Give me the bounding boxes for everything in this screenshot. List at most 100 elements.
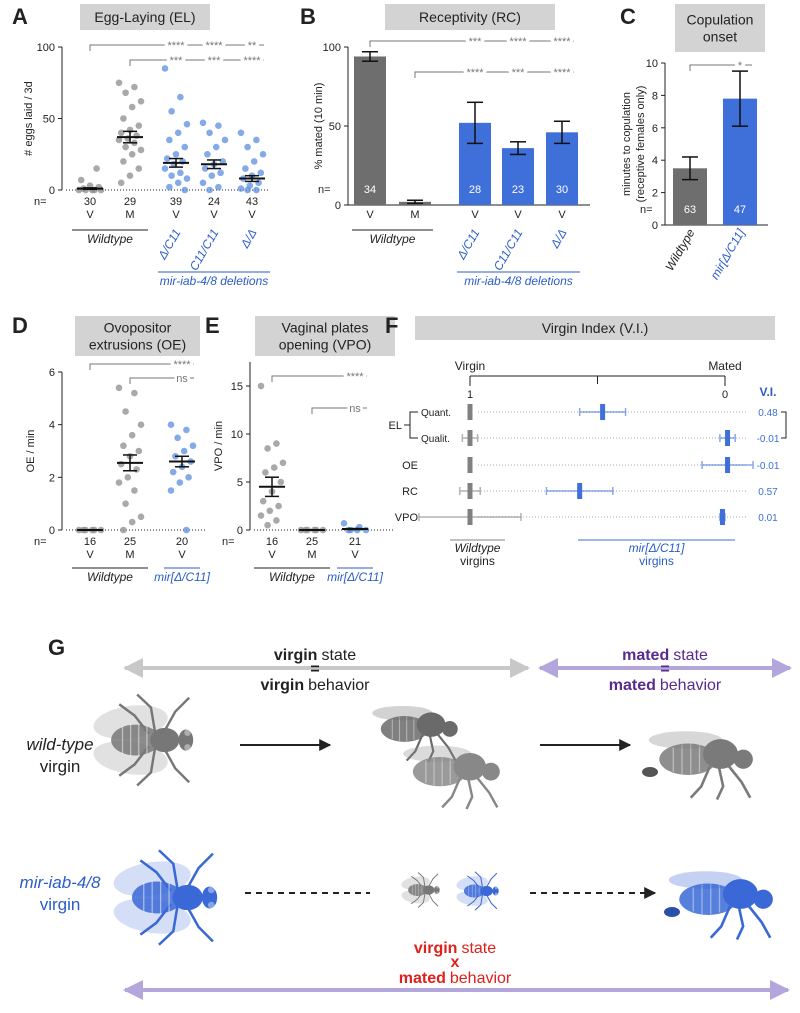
n-value: 34: [364, 184, 376, 196]
group-label: Wildtype: [269, 570, 315, 584]
row-label: Qualit.: [421, 434, 450, 445]
error-bar: [407, 199, 423, 205]
significance-label: ****: [243, 55, 261, 67]
header-behavior: mated behavior: [609, 677, 722, 694]
data-point: [174, 129, 182, 137]
value-label: 0.01: [758, 513, 778, 524]
data-point: [181, 186, 189, 194]
significance-label: **: [248, 40, 257, 52]
data-point: [120, 442, 127, 450]
value-bracket: [781, 411, 787, 439]
data-point: [131, 487, 138, 494]
panel-letter: B: [300, 4, 316, 29]
panel-g: G virgin state = virgin behavior mated stat…: [20, 635, 792, 1000]
title-box: [75, 316, 200, 356]
data-point: [259, 150, 267, 158]
n-value: 24: [208, 196, 220, 208]
group-bracket: [404, 411, 418, 439]
data-point: [257, 512, 265, 519]
data-point: [115, 136, 123, 144]
data-point: [137, 513, 145, 521]
value-label: 0.48: [758, 408, 778, 419]
error-bar: [732, 70, 748, 127]
data-point: [199, 119, 207, 127]
data-point: [181, 143, 189, 151]
value-header: V.I.: [760, 385, 777, 399]
error-bar: [362, 50, 378, 62]
state-label: M: [125, 549, 134, 561]
y-tick-label: 0: [49, 525, 55, 537]
y-tick-label: 100: [323, 42, 341, 54]
y-tick-label: 0: [652, 220, 658, 232]
behavior-word: virgin: [261, 677, 305, 694]
behavior-word: mated: [609, 677, 656, 694]
significance-bracket: [414, 71, 574, 78]
panel-title: onset: [703, 29, 737, 45]
x-tick-label: 1: [467, 389, 473, 401]
data-point: [183, 175, 191, 182]
n-value: 30: [84, 196, 96, 208]
state-label: V: [558, 209, 566, 221]
significance-bracket: [689, 64, 752, 71]
state-label: V: [86, 549, 94, 561]
data-point: [174, 179, 182, 187]
data-point: [174, 434, 181, 442]
data-point: [189, 442, 197, 450]
data-point: [253, 136, 260, 144]
data-point: [161, 65, 169, 72]
error-bar: [265, 476, 279, 498]
data-point: [253, 186, 260, 194]
data-point: [115, 479, 123, 486]
significance-label: ****: [553, 67, 571, 79]
header-sign: =: [660, 661, 669, 678]
panel-letter: A: [12, 4, 28, 29]
end-label: Mated: [708, 359, 741, 373]
genotype-label: C11/C11: [491, 227, 526, 273]
state-word: virgin: [274, 647, 318, 664]
index-mark: [467, 509, 473, 525]
data-point: [185, 474, 192, 481]
data-point: [199, 179, 207, 187]
y-tick-label: 6: [49, 367, 55, 379]
end-label: Virgin: [455, 359, 485, 373]
y-tick-label: 4: [652, 155, 658, 167]
state-label: V: [172, 209, 180, 221]
behavior-word: mated: [399, 970, 446, 987]
n-value: 30: [409, 184, 421, 196]
error-bar: [510, 141, 526, 156]
n-value: 20: [176, 536, 188, 548]
state-label: V: [471, 209, 479, 221]
data-point: [122, 408, 129, 415]
data-point: [120, 158, 127, 165]
genotype-label: Δ/C11: [454, 227, 483, 263]
n-label: n=: [222, 536, 235, 548]
data-point: [183, 526, 190, 534]
data-point: [212, 143, 220, 151]
significance-label: ****: [346, 371, 364, 383]
data-point: [237, 185, 245, 192]
genotype-label: Δ/Δ: [547, 227, 569, 252]
data-point: [250, 158, 258, 165]
data-point: [135, 447, 143, 455]
behavior-text: behavior: [660, 677, 722, 694]
error-bar: [175, 455, 189, 468]
data-point: [128, 518, 136, 526]
data-point: [177, 93, 184, 101]
panel-letter: E: [205, 313, 220, 338]
data-point: [180, 447, 188, 455]
row-label: OE: [402, 460, 418, 472]
index-mark: [600, 404, 606, 420]
y-tick-label: 15: [231, 381, 243, 393]
fly-wildtype-virgin: [90, 693, 195, 787]
n-value: 16: [266, 536, 278, 548]
data-point: [117, 129, 125, 137]
data-point: [120, 115, 127, 122]
panel-title: Virgin Index (V.I.): [542, 320, 649, 336]
data-point: [137, 98, 145, 105]
significance-label: ns: [349, 403, 361, 415]
n-value: 25: [306, 536, 318, 548]
error-bar: [169, 157, 183, 168]
egg: [642, 767, 658, 777]
row-label: RC: [402, 486, 418, 498]
data-point: [124, 474, 132, 481]
